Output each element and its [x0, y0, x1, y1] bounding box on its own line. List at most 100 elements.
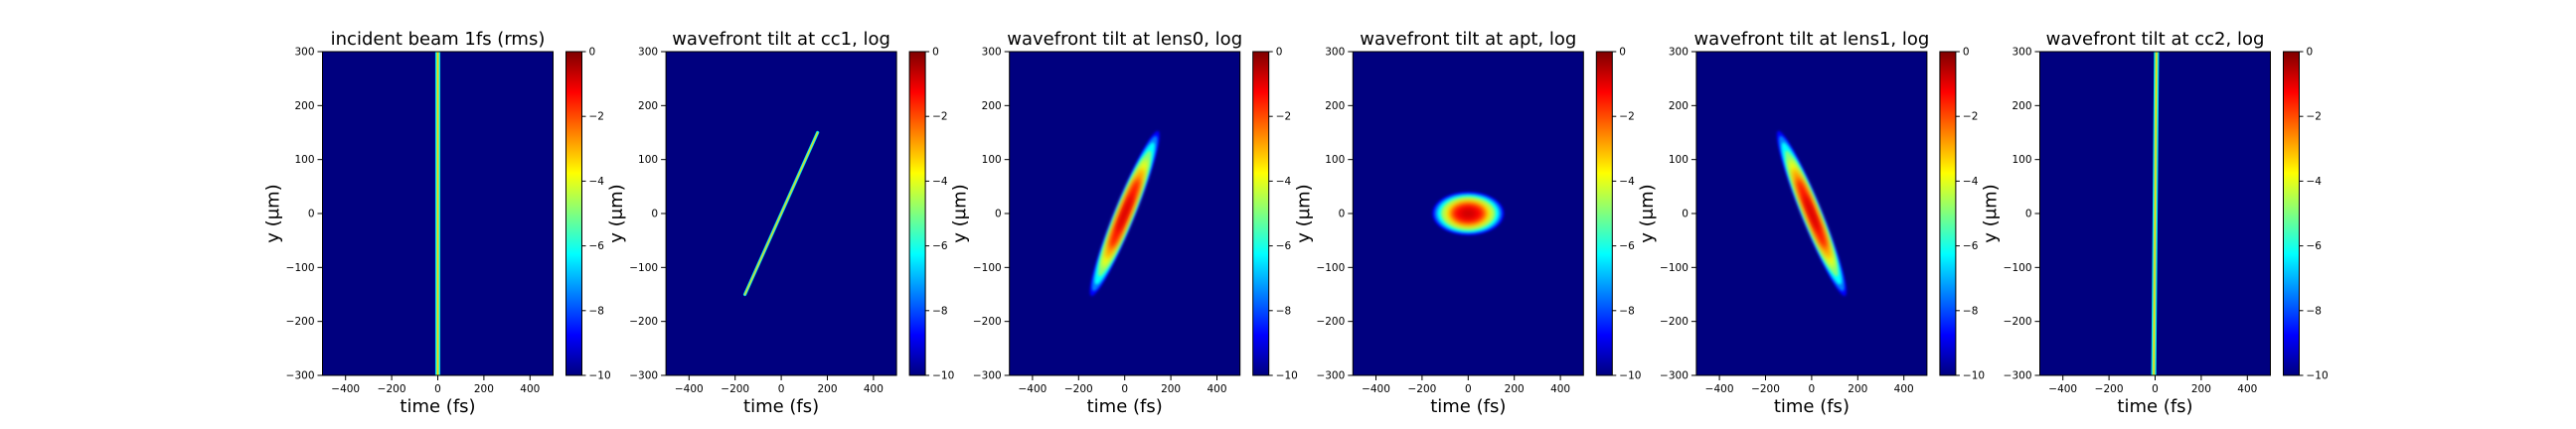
- colorbar: [565, 51, 582, 376]
- y-tick-label: −100: [1316, 262, 1345, 274]
- y-tick-label: −100: [286, 262, 315, 274]
- colorbar-tick-label: −4: [1619, 176, 1635, 188]
- beam-line-layer-3: [2153, 52, 2158, 375]
- y-tick-label: −200: [286, 316, 315, 328]
- colorbar: [908, 51, 926, 376]
- x-tick-label: 0: [1121, 383, 1128, 395]
- x-tick-label: −400: [675, 383, 704, 395]
- y-axis-label: y (μm): [950, 184, 971, 242]
- colorbar-tick-label: −4: [1963, 176, 1979, 188]
- x-axis-label: time (fs): [1774, 396, 1850, 417]
- x-tick-label: −200: [1064, 383, 1093, 395]
- colorbar-tick-label: −8: [932, 305, 947, 317]
- y-tick-label: 0: [651, 209, 658, 220]
- colorbar-tick-label: −4: [2307, 176, 2323, 188]
- beam-profile: [1089, 130, 1160, 297]
- x-tick-label: 400: [1550, 383, 1570, 395]
- x-tick-label: 400: [1894, 383, 1914, 395]
- x-tick-label: 0: [2152, 383, 2159, 395]
- subplot-4: −400 −200 0 200 4003002001000−100−200−300wav…: [1293, 29, 1641, 417]
- y-tick-label: 300: [1325, 47, 1345, 59]
- colorbar-tick-label: −8: [1963, 305, 1978, 317]
- colorbar-tick-label: −6: [1619, 240, 1635, 252]
- x-tick-label: 200: [474, 383, 494, 395]
- colorbar-tick-label: −2: [1276, 111, 1291, 123]
- colorbar-tick-label: −4: [1276, 176, 1292, 188]
- x-axis-label: time (fs): [743, 396, 819, 417]
- beam-contour-8: [1804, 195, 1820, 232]
- colorbar-tick-label: 0: [2307, 47, 2314, 59]
- y-tick-label: 200: [294, 100, 314, 112]
- y-tick-label: −300: [973, 370, 1002, 382]
- colorbar: [1252, 51, 1270, 376]
- y-axis-label: y (μm): [263, 184, 284, 242]
- x-axis-label: time (fs): [2117, 396, 2192, 417]
- plot-title: wavefront tilt at lens1, log: [1693, 29, 1929, 50]
- y-tick-label: 200: [982, 100, 1002, 112]
- colorbar-tick-label: −2: [2307, 111, 2322, 123]
- y-tick-label: −200: [973, 316, 1002, 328]
- colorbar-tick-label: 0: [1619, 47, 1626, 59]
- beam-profile: [1432, 192, 1505, 235]
- colorbar-tick-label: −8: [589, 305, 604, 317]
- colorbar-tick-label: −8: [1276, 305, 1291, 317]
- colorbar-tick-label: −4: [932, 176, 948, 188]
- plot-title: wavefront tilt at cc1, log: [672, 29, 890, 50]
- x-tick-label: 200: [1848, 383, 1867, 395]
- colorbar-tick-label: −2: [589, 111, 604, 123]
- x-tick-label: 0: [1809, 383, 1816, 395]
- y-tick-label: 0: [2025, 209, 2032, 220]
- y-tick-label: 300: [1669, 47, 1689, 59]
- y-tick-label: 300: [2012, 47, 2031, 59]
- colorbar-tick-label: −4: [589, 176, 605, 188]
- subplot-3: −400 −200 0 200 4003002001000−100−200−300wav…: [950, 29, 1298, 417]
- x-tick-label: −200: [1751, 383, 1780, 395]
- x-tick-label: −400: [1705, 383, 1734, 395]
- y-tick-label: 300: [982, 47, 1002, 59]
- colorbar: [1595, 51, 1613, 376]
- x-tick-label: 400: [864, 383, 884, 395]
- colorbar-tick-label: −8: [1619, 305, 1634, 317]
- subplot-2: −400 −200 0 200 4003002001000−100−200−300wav…: [606, 29, 954, 417]
- y-tick-label: 300: [638, 47, 658, 59]
- colorbar-tick-label: 0: [932, 47, 939, 59]
- colorbar-tick-label: −8: [2307, 305, 2322, 317]
- x-tick-label: −200: [1407, 383, 1436, 395]
- y-tick-label: 200: [638, 100, 658, 112]
- x-tick-label: 200: [1505, 383, 1525, 395]
- y-tick-label: −200: [1316, 316, 1345, 328]
- colorbar-tick-label: −10: [1619, 370, 1641, 382]
- x-tick-label: −400: [331, 383, 360, 395]
- colorbar-tick-label: −10: [589, 370, 611, 382]
- y-tick-label: 100: [1325, 154, 1345, 166]
- x-tick-label: −400: [1018, 383, 1046, 395]
- colorbar-tick-label: −10: [1276, 370, 1298, 382]
- colorbar-tick-label: −6: [589, 240, 605, 252]
- x-tick-label: −400: [2048, 383, 2077, 395]
- plot-title: wavefront tilt at apt, log: [1360, 29, 1576, 50]
- y-tick-label: 100: [1669, 154, 1689, 166]
- colorbar-tick-label: −6: [1963, 240, 1979, 252]
- colorbar-tick-label: −10: [932, 370, 954, 382]
- y-tick-label: 0: [995, 209, 1002, 220]
- subplot-6: −400 −200 0 200 4003002001000−100−200−300wav…: [1981, 29, 2329, 417]
- colorbar-tick-label: −10: [2307, 370, 2329, 382]
- colorbar-tick-label: −6: [1276, 240, 1292, 252]
- subplot-5: −400 −200 0 200 4003002001000−100−200−300wav…: [1637, 29, 1985, 417]
- y-tick-label: 0: [308, 209, 315, 220]
- colorbar-tick-label: −2: [1619, 111, 1634, 123]
- y-tick-label: −300: [286, 370, 315, 382]
- y-tick-label: 100: [294, 154, 314, 166]
- colorbar-tick-label: −2: [932, 111, 947, 123]
- y-tick-label: 200: [1325, 100, 1345, 112]
- beam-profile: [742, 130, 820, 297]
- plot-title: wavefront tilt at lens0, log: [1007, 29, 1242, 50]
- x-tick-label: 400: [1207, 383, 1226, 395]
- y-tick-label: 200: [1669, 100, 1689, 112]
- y-tick-label: 100: [982, 154, 1002, 166]
- y-tick-label: −100: [2004, 262, 2032, 274]
- x-axis-label: time (fs): [400, 396, 475, 417]
- x-tick-label: 200: [817, 383, 837, 395]
- y-tick-label: 100: [2012, 154, 2031, 166]
